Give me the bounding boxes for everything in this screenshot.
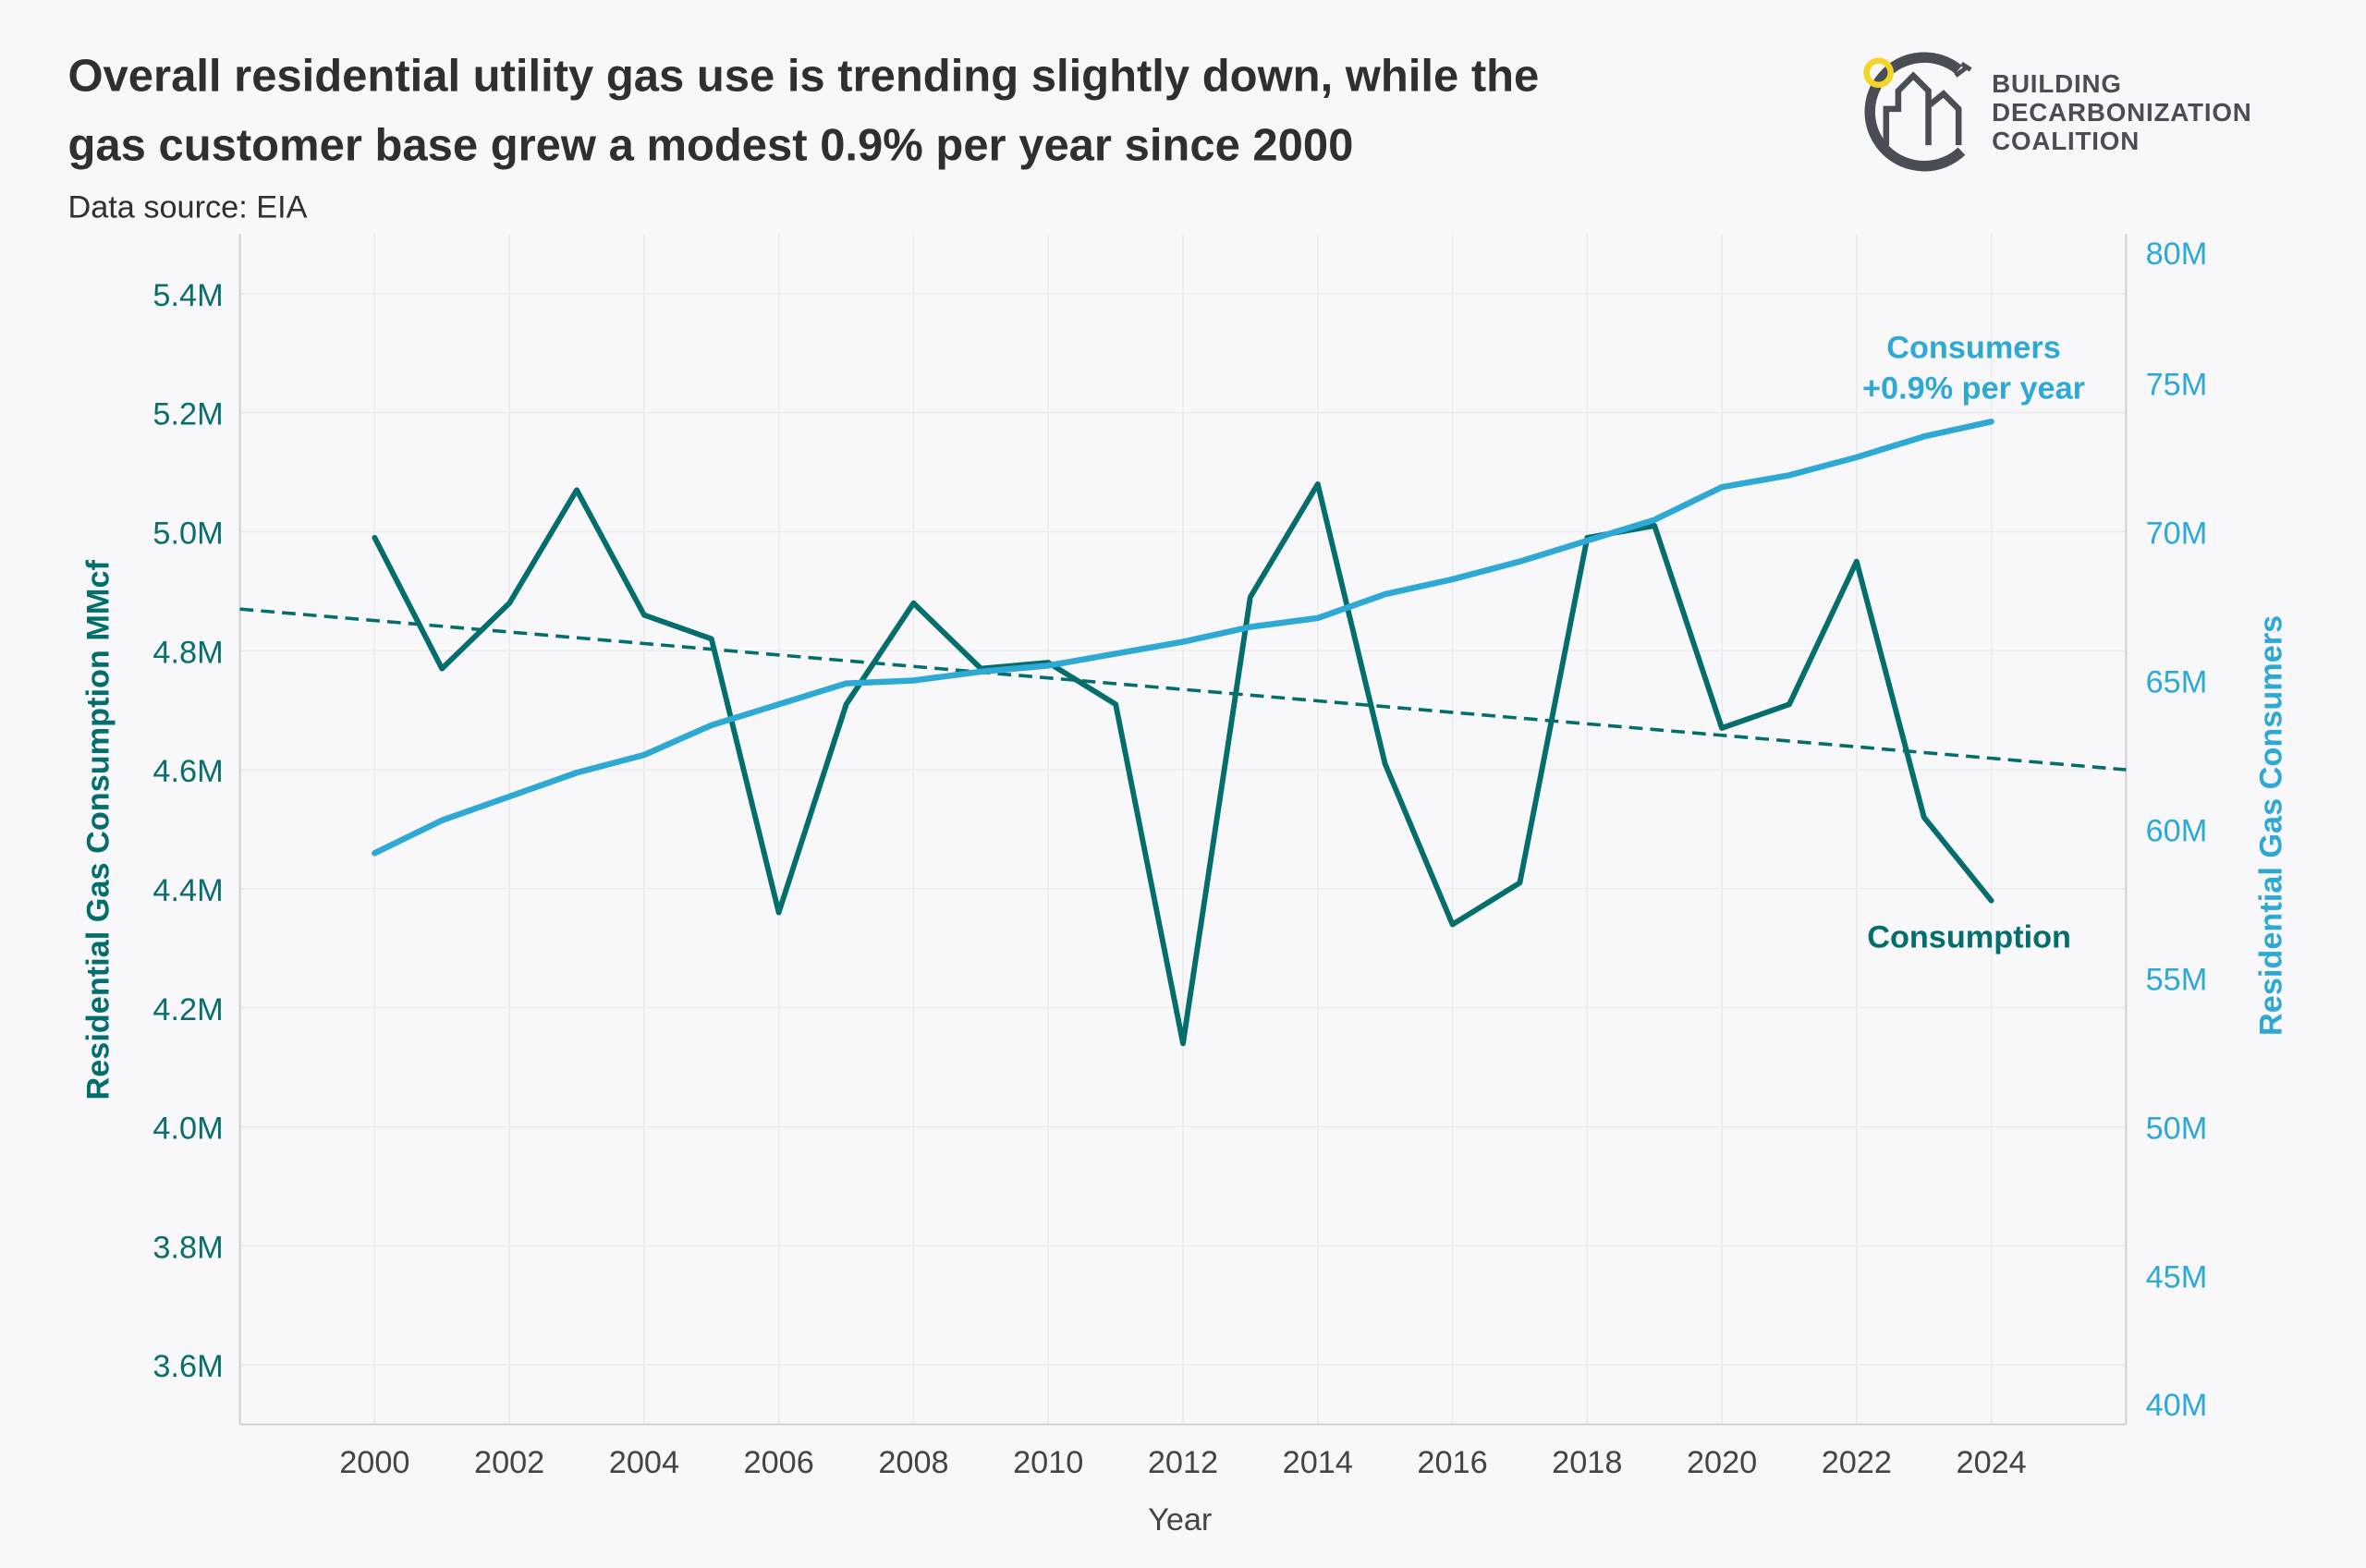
y2-tick-label: 40M: [2146, 1388, 2208, 1423]
y-tick-label: 4.6M: [152, 754, 223, 789]
title-line-1: Overall residential utility gas use is t…: [67, 51, 1539, 101]
x-tick-label: 2012: [1148, 1445, 1218, 1480]
x-tick-label: 2020: [1687, 1445, 1757, 1480]
x-tick-label: 2008: [878, 1445, 948, 1480]
y-axis-label: Residential Gas Consumption MMcf: [81, 559, 116, 1100]
title-line-2: gas customer base grew a modest 0.9% per…: [67, 120, 1353, 170]
y2-tick-label: 75M: [2146, 367, 2208, 402]
x-axis-label: Year: [1148, 1502, 1212, 1538]
logo-text-2: DECARBONIZATION: [1992, 98, 2252, 127]
x-tick-label: 2000: [339, 1445, 409, 1480]
y2-tick-label: 45M: [2146, 1260, 2208, 1295]
y2-tick-label: 50M: [2146, 1112, 2208, 1147]
x-tick-label: 2022: [1822, 1445, 1892, 1480]
y-tick-label: 4.4M: [152, 873, 223, 908]
x-tick-label: 2002: [474, 1445, 544, 1480]
ticks: 2000 2002 2004 2006 2008 2010 2012 2014 2016 2018…: [152, 237, 2207, 1480]
y-tick-label: 3.8M: [152, 1230, 223, 1265]
x-tick-label: 2016: [1417, 1445, 1487, 1480]
y-tick-label: 4.8M: [152, 635, 223, 670]
x-tick-label: 2006: [744, 1445, 814, 1480]
x-tick-label: 2004: [609, 1445, 679, 1480]
y-tick-label: 4.0M: [152, 1112, 223, 1147]
subtitle: Data source: EIA: [67, 189, 307, 225]
logo-text-1: BUILDING: [1992, 69, 2122, 98]
y2-tick-label: 60M: [2146, 814, 2208, 849]
y-tick-label: 5.2M: [152, 397, 223, 432]
y-tick-label: 3.6M: [152, 1349, 223, 1384]
logo: BUILDING DECARBONIZATION COALITION: [1863, 52, 2252, 172]
y-tick-label: 4.2M: [152, 992, 223, 1027]
y-tick-label: 5.0M: [152, 516, 223, 551]
logo-mark-icon: [1863, 52, 1972, 172]
annotation-consumption: Consumption: [1867, 920, 2071, 955]
x-tick-label: 2024: [1957, 1445, 2027, 1480]
y2-tick-label: 65M: [2146, 665, 2208, 700]
x-tick-label: 2018: [1552, 1445, 1622, 1480]
y-tick-label: 5.4M: [152, 278, 223, 313]
y2-axis-label: Residential Gas Consumers: [2254, 615, 2289, 1036]
annotation-consumers: Consumers: [1886, 330, 2061, 365]
series-lines: [239, 419, 2127, 1047]
logo-text-3: COALITION: [1992, 127, 2140, 155]
x-tick-label: 2010: [1013, 1445, 1083, 1480]
annotation-consumers-growth: +0.9% per year: [1862, 371, 2085, 406]
x-tick-label: 2014: [1283, 1445, 1353, 1480]
y2-tick-label: 80M: [2146, 237, 2208, 272]
y2-tick-label: 70M: [2146, 516, 2208, 551]
grid: [239, 234, 2127, 1425]
y2-tick-label: 55M: [2146, 963, 2208, 998]
